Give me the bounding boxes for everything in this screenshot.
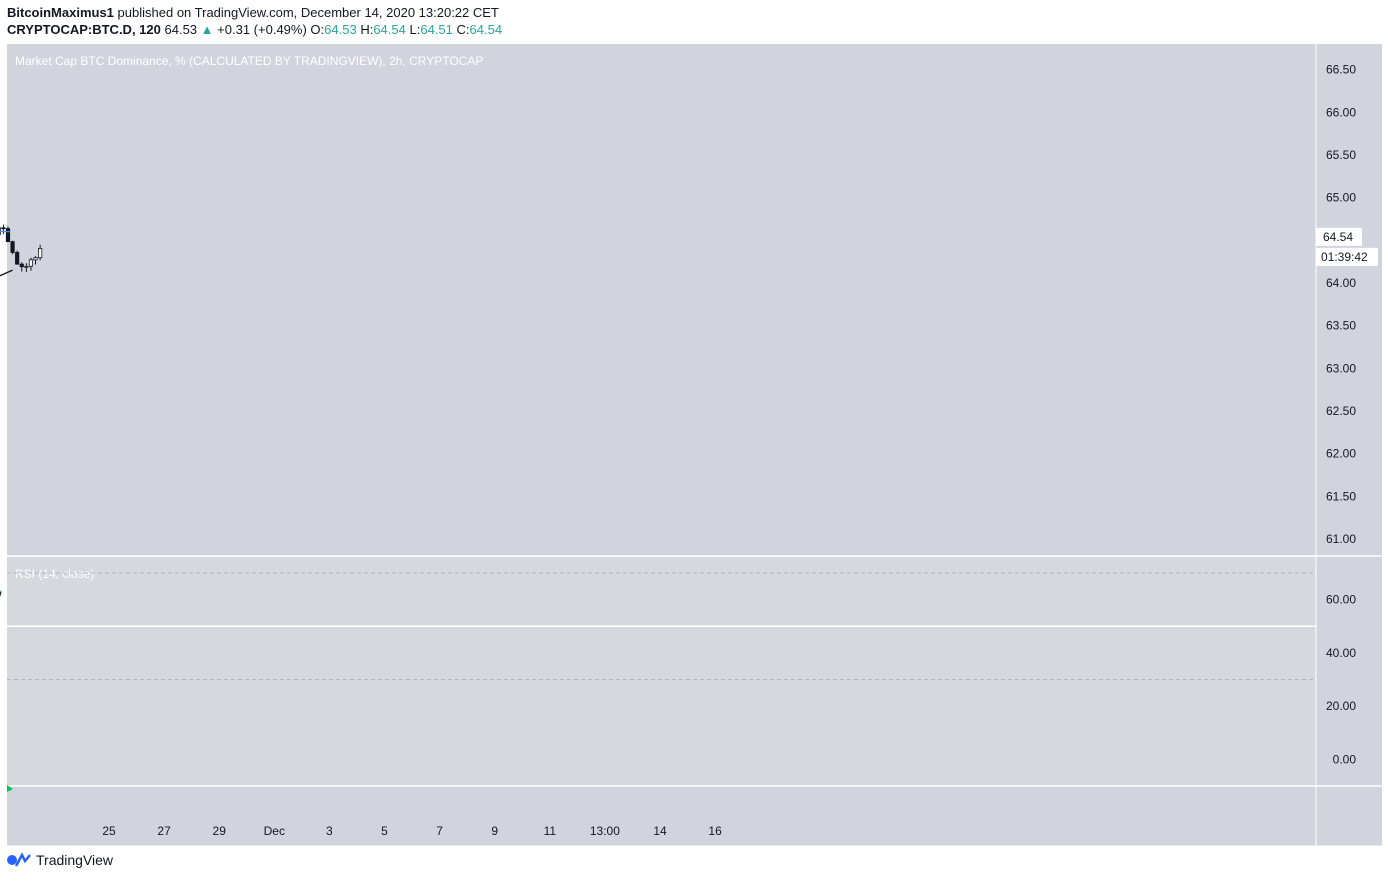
y-tick-label: 61.50 (1326, 489, 1356, 503)
close-label: C: (456, 22, 470, 37)
y-tick-label: 65.50 (1326, 148, 1356, 162)
price-axis (1316, 44, 1382, 846)
x-tick-label: 16 (708, 824, 722, 838)
candle (10, 241, 15, 253)
symbol-info: CRYPTOCAP:BTC.D, 120 64.53 ▲ +0.31 (+0.4… (7, 22, 502, 37)
divergence-line-rsi (0, 590, 2, 593)
y-tick-label: 62.50 (1326, 404, 1356, 418)
y-tick-label: 66.00 (1326, 105, 1356, 119)
low-value: 64.51 (420, 22, 453, 37)
published-text: published on TradingView.com, December 1… (117, 5, 499, 20)
green-marker-icon (7, 785, 13, 792)
symbol-name[interactable]: CRYPTOCAP:BTC.D, 120 (7, 22, 161, 37)
countdown-box (1316, 247, 1378, 266)
countdown-label: 01:39:42 (1321, 250, 1368, 264)
candle (19, 263, 24, 268)
y-tick-label: 65.00 (1326, 191, 1356, 205)
candle (28, 259, 34, 267)
open-label: O: (310, 22, 325, 37)
x-tick-label: 25 (102, 824, 116, 838)
low-label: L: (409, 22, 421, 37)
y-tick-label: 40.00 (1326, 646, 1356, 660)
x-tick-label: 3 (326, 824, 333, 838)
open-value: 64.53 (324, 22, 357, 37)
time-axis-strip (7, 786, 1316, 846)
y-tick-label: 0.00 (1333, 752, 1357, 766)
high-value: 64.54 (373, 22, 406, 37)
y-tick-label: 62.00 (1326, 447, 1356, 461)
x-tick-label: 29 (213, 824, 227, 838)
y-tick-label: 61.00 (1326, 532, 1356, 546)
author-name[interactable]: BitcoinMaximus1 (7, 5, 114, 20)
footer: TradingView (6, 852, 113, 868)
y-tick-label: 60.00 (1326, 593, 1356, 607)
divergence-line-price (0, 230, 11, 233)
close-value: 64.54 (469, 22, 503, 37)
candle (38, 248, 43, 259)
y-tick-label: 66.50 (1326, 63, 1356, 77)
x-tick-label: 27 (157, 824, 171, 838)
candle (1, 227, 6, 230)
x-tick-label: Dec (264, 824, 285, 838)
y-tick-label: 63.50 (1326, 319, 1356, 333)
last-price: 64.53 (164, 22, 198, 37)
y-tick-label: 63.00 (1326, 361, 1356, 375)
publish-info: BitcoinMaximus1 published on TradingView… (7, 5, 499, 20)
tradingview-logo-icon[interactable] (6, 852, 32, 868)
candle (15, 252, 20, 265)
rsi-pane (7, 557, 1316, 786)
candles (0, 224, 43, 273)
last-price-box (1316, 227, 1362, 246)
y-tick-label: 20.00 (1326, 699, 1356, 713)
x-tick-label: 13:00 (590, 824, 620, 838)
price-change: +0.31 (+0.49%) (217, 22, 307, 37)
candle (33, 257, 38, 261)
x-tick-label: 5 (381, 824, 388, 838)
price-pane (7, 44, 1316, 556)
rsi-title: RSI (14, close) (15, 567, 94, 581)
footer-brand[interactable]: TradingView (36, 852, 114, 868)
x-tick-label: 14 (653, 824, 667, 838)
candle (24, 265, 29, 268)
x-tick-label: 9 (491, 824, 498, 838)
last-price-label: 64.54 (1323, 230, 1353, 244)
x-tick-label: 11 (544, 824, 557, 838)
x-tick-label: 7 (436, 824, 443, 838)
up-triangle-icon: ▲ (200, 22, 214, 37)
y-tick-label: 64.00 (1326, 276, 1356, 290)
high-label: H: (360, 22, 374, 37)
candle (5, 228, 11, 243)
chart-title: Market Cap BTC Dominance, % (CALCULATED … (15, 54, 483, 68)
